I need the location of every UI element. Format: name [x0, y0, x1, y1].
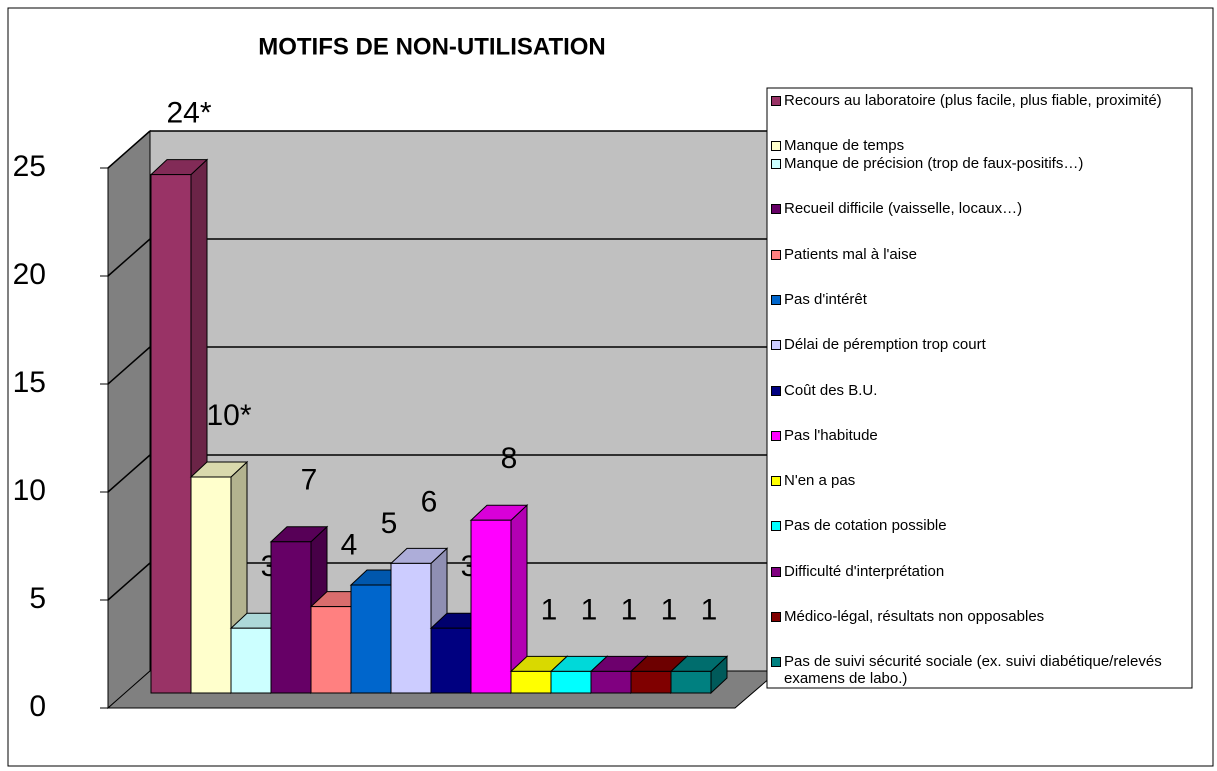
legend-label: Recueil difficile (vaisselle, locaux…): [784, 200, 1023, 218]
legend-label: Délai de péremption trop court: [784, 336, 986, 354]
data-label: 8: [501, 442, 518, 475]
legend-label: Recours au laboratoire (plus facile, plu…: [784, 92, 1162, 109]
data-label: 7: [301, 464, 318, 497]
data-label: 10*: [206, 399, 251, 432]
grid-line: [107, 130, 151, 169]
y-tick-label: 0: [29, 690, 46, 723]
bar: [630, 670, 672, 694]
legend-label: Difficulté d'interprétation: [784, 562, 945, 580]
bar: [230, 627, 272, 694]
data-label: 1: [621, 593, 638, 626]
legend-swatch: [771, 385, 781, 396]
legend-label: Coût des B.U.: [784, 381, 878, 399]
legend-label: Pas de cotation possible: [784, 517, 947, 535]
legend-label: Pas de suivi sécurité sociale (ex. suivi…: [784, 653, 1162, 688]
legend-entry: Coût des B.U.: [771, 382, 1186, 399]
legend-swatch: [771, 294, 781, 305]
bar: [190, 476, 232, 694]
bar: [590, 670, 632, 694]
bar: [150, 174, 192, 694]
legend-entry: Médico-légal, résultats non opposables: [771, 608, 1186, 625]
legend-label: Médico-légal, résultats non opposables: [784, 608, 1045, 625]
legend-entry: N'en a pas: [771, 472, 1186, 489]
data-label: 6: [421, 485, 438, 518]
legend-entry: Pas de cotation possible: [771, 517, 1186, 534]
legend-swatch: [771, 612, 781, 622]
y-tick-label: 5: [29, 582, 46, 615]
data-label: 1: [581, 593, 598, 626]
legend-swatch: [771, 566, 781, 577]
legend-swatch: [771, 249, 781, 260]
legend-entry: Difficulté d'interprétation: [771, 563, 1186, 580]
legend-entry: Pas d'intérêt: [771, 291, 1186, 308]
data-label: 4: [341, 529, 358, 562]
bar: [350, 584, 392, 694]
legend-label: Manque de précision (trop de faux-positi…: [784, 155, 1084, 172]
chart-title: MOTIFS DE NON-UTILISATION: [258, 33, 606, 60]
legend-box: [766, 87, 1193, 689]
y-tick-label: 15: [13, 366, 46, 399]
bar: [670, 670, 712, 694]
legend-label: Patients mal à l'aise: [784, 245, 917, 263]
legend-swatch: [771, 204, 781, 215]
legend-swatch: [771, 657, 781, 668]
grid-line: [107, 238, 151, 277]
grid-line: [107, 454, 151, 493]
data-label: 5: [381, 507, 398, 540]
y-tick-label: 25: [13, 150, 46, 183]
data-label: 1: [701, 593, 718, 626]
legend-entry: Pas de suivi sécurité sociale (ex. suivi…: [771, 653, 1186, 687]
bar: [390, 562, 432, 694]
legend-entry: Patients mal à l'aise: [771, 246, 1186, 263]
legend-swatch: [771, 430, 781, 441]
legend-swatch: [771, 340, 781, 351]
data-label: 24*: [166, 97, 211, 130]
legend-label: Pas l'habitude: [784, 426, 878, 444]
legend-swatch: [771, 521, 781, 532]
data-label: 1: [661, 593, 678, 626]
y-tick-label: 20: [13, 258, 46, 291]
legend-swatch: [771, 476, 781, 487]
legend-swatch: [771, 141, 781, 151]
bar: [270, 541, 312, 694]
legend-entry: Recours au laboratoire (plus facile, plu…: [771, 92, 1186, 109]
legend-entry: Pas l'habitude: [771, 427, 1186, 444]
grid-line: [107, 346, 151, 385]
legend-entry: Manque de précision (trop de faux-positi…: [771, 155, 1186, 172]
legend-label: Manque de temps: [784, 137, 905, 154]
legend-entry: Manque de temps: [771, 137, 1186, 154]
legend-label: N'en a pas: [784, 472, 856, 490]
legend-swatch: [771, 96, 781, 106]
legend-swatch: [771, 159, 781, 169]
legend-entry: Recueil difficile (vaisselle, locaux…): [771, 200, 1186, 217]
bar: [430, 627, 472, 694]
data-label: 1: [541, 593, 558, 626]
bar: [470, 519, 512, 694]
legend-label: Pas d'intérêt: [784, 290, 867, 308]
bar: [510, 670, 552, 694]
legend-entry: Délai de péremption trop court: [771, 336, 1186, 353]
bar: [310, 606, 352, 694]
bar: [550, 670, 592, 694]
side-wall: [107, 129, 151, 710]
y-tick-label: 10: [13, 474, 46, 507]
grid-line: [107, 562, 151, 601]
